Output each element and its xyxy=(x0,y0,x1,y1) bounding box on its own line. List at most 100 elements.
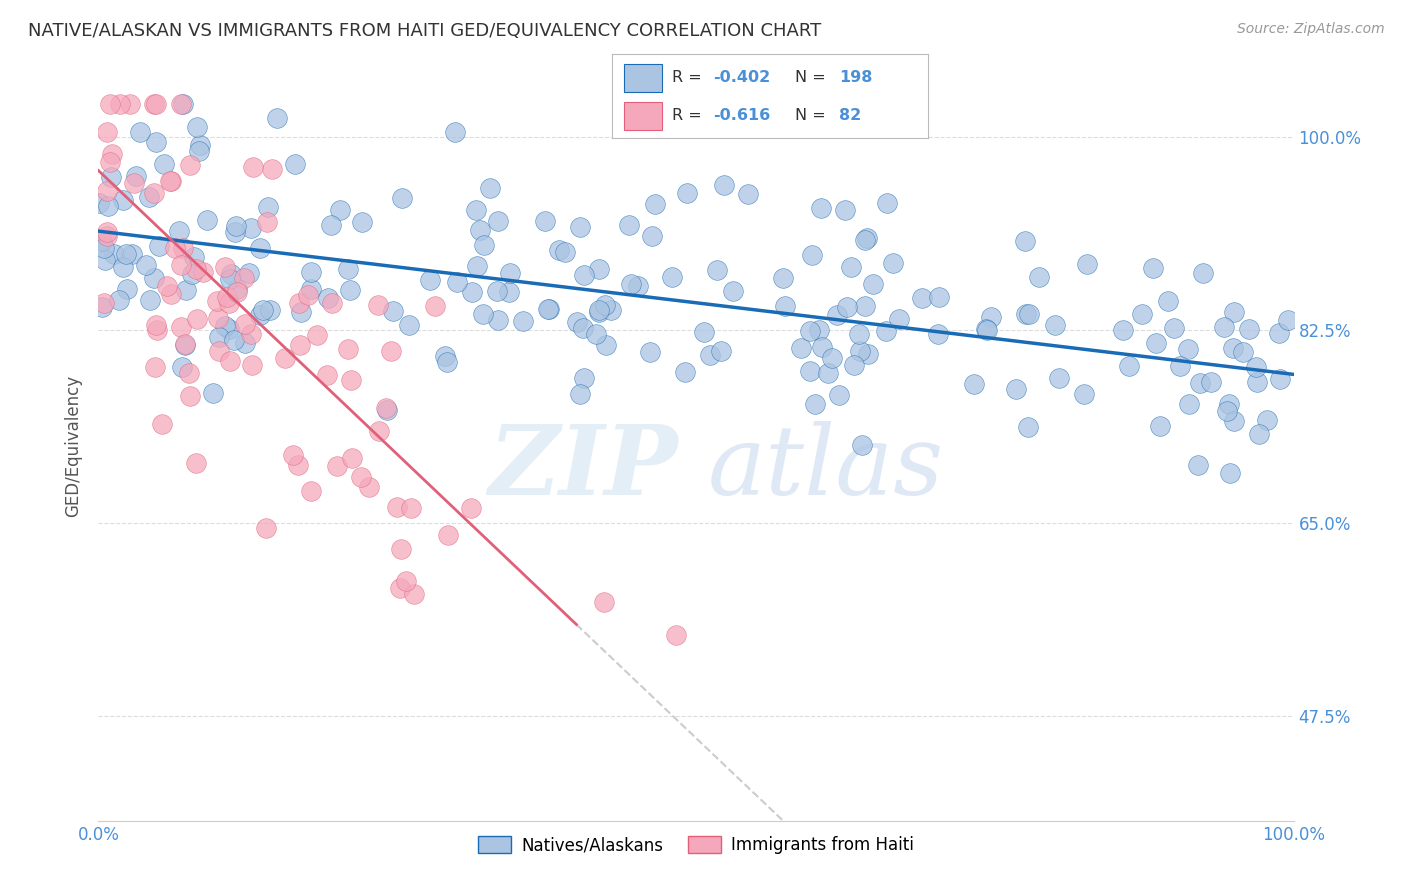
Point xyxy=(124,169,146,184)
Point xyxy=(721,284,744,298)
Point xyxy=(1015,308,1038,322)
Point xyxy=(173,337,195,351)
Point xyxy=(790,341,813,355)
Point xyxy=(170,258,193,272)
Point xyxy=(180,267,202,281)
Point xyxy=(299,484,322,499)
Point xyxy=(1112,323,1135,337)
Point xyxy=(567,315,589,329)
Point xyxy=(1237,322,1260,336)
Point xyxy=(593,595,616,609)
Point xyxy=(1246,376,1268,390)
Point xyxy=(464,203,486,218)
Point xyxy=(1170,359,1192,373)
Point xyxy=(281,448,304,462)
Point xyxy=(97,199,120,213)
Text: N =: N = xyxy=(796,70,831,85)
Point xyxy=(96,225,118,239)
Point xyxy=(620,277,643,292)
Point xyxy=(316,368,339,382)
Point xyxy=(862,277,884,292)
Point xyxy=(1277,313,1299,327)
Text: atlas: atlas xyxy=(709,422,943,516)
Point xyxy=(1157,294,1180,309)
Point xyxy=(661,270,683,285)
Point xyxy=(534,213,557,227)
Point xyxy=(811,340,834,354)
Point xyxy=(148,239,170,253)
Point xyxy=(928,290,950,304)
Point xyxy=(827,309,849,323)
Point xyxy=(828,388,851,402)
Point xyxy=(110,97,132,112)
Point xyxy=(1144,336,1167,351)
Point xyxy=(319,218,342,232)
Point xyxy=(572,371,595,385)
Point xyxy=(111,193,134,207)
Point xyxy=(350,470,373,484)
Point xyxy=(219,267,242,281)
FancyBboxPatch shape xyxy=(624,63,662,92)
Point xyxy=(554,244,576,259)
Point xyxy=(259,303,281,318)
Point xyxy=(218,295,240,310)
Point xyxy=(382,304,405,318)
Point xyxy=(325,459,347,474)
Point xyxy=(434,349,457,363)
Point xyxy=(398,318,420,332)
Point xyxy=(588,304,610,318)
Point xyxy=(460,285,482,299)
Point xyxy=(436,528,458,542)
Point xyxy=(233,335,256,350)
Point xyxy=(339,373,361,387)
Point xyxy=(98,97,121,112)
Point xyxy=(804,397,827,411)
Point xyxy=(391,191,413,205)
Point xyxy=(143,359,166,374)
Point xyxy=(262,161,284,176)
Point xyxy=(93,296,115,310)
Point xyxy=(139,293,162,307)
Point xyxy=(799,324,821,338)
Point xyxy=(855,231,877,245)
Point xyxy=(145,318,167,333)
Point xyxy=(377,403,399,417)
Point xyxy=(174,283,197,297)
Point xyxy=(232,270,254,285)
Point xyxy=(1177,342,1199,356)
Point xyxy=(287,458,309,472)
Point xyxy=(465,259,488,273)
Point xyxy=(256,200,278,214)
Point xyxy=(233,317,256,331)
Point xyxy=(340,450,363,465)
Point xyxy=(165,241,187,255)
Point xyxy=(1218,397,1240,411)
Point xyxy=(443,125,465,139)
Point xyxy=(188,144,211,158)
Point xyxy=(321,296,343,310)
Point xyxy=(201,385,224,400)
Point xyxy=(240,221,263,235)
Point xyxy=(536,301,558,316)
Point xyxy=(617,218,640,232)
Point xyxy=(299,282,322,296)
Point xyxy=(472,238,495,252)
Point xyxy=(224,333,246,347)
Point xyxy=(799,364,821,378)
Text: -0.616: -0.616 xyxy=(713,108,770,123)
Point xyxy=(179,389,201,403)
Point xyxy=(96,125,118,139)
Point xyxy=(94,252,117,267)
Point xyxy=(93,241,115,255)
Point xyxy=(208,330,231,344)
Point xyxy=(693,325,716,339)
Point xyxy=(160,174,183,188)
Point xyxy=(129,125,152,139)
Point xyxy=(238,266,260,280)
Point xyxy=(713,178,735,192)
Point xyxy=(153,157,176,171)
Point xyxy=(388,581,411,595)
Point xyxy=(214,319,236,334)
Point xyxy=(352,215,374,229)
Point xyxy=(336,342,359,356)
